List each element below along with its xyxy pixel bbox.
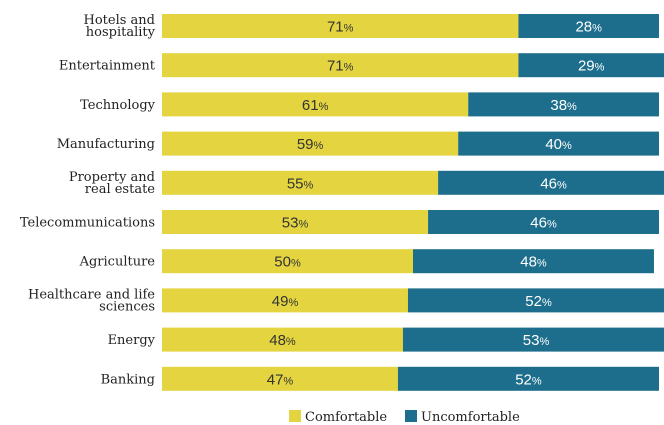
data-label-uncomfortable-hotels-and-hospitality: 28% [575,19,602,36]
category-label-agriculture: Agriculture [79,255,156,270]
data-label-comfortable-technology: 61% [302,97,329,114]
data-label-uncomfortable-entertainment: 29% [578,58,605,75]
category-labels-group: Hotels and hospitality Entertainment Techno… [20,13,156,387]
category-label-telecommunications: Telecommunications [20,216,155,231]
bar-comfortable-healthcare-and-life-sciences [162,288,408,313]
bar-comfortable-technology [162,92,469,117]
bar-uncomfortable-technology [468,92,659,117]
data-label-comfortable-energy: 48% [269,332,296,349]
bar-uncomfortable-agriculture [413,249,654,274]
category-label-banking: Banking [101,372,155,387]
data-label-uncomfortable-property-and-real-estate: 46% [540,175,567,192]
data-label-comfortable-banking: 47% [267,371,294,388]
bar-uncomfortable-banking [397,366,659,391]
data-label-uncomfortable-banking: 52% [515,371,542,388]
data-label-comfortable-telecommunications: 53% [282,215,309,232]
bar-uncomfortable-property-and-real-estate [438,170,664,195]
category-label-healthcare-and-life-sciences: Healthcare and life sciences [28,287,155,314]
legend-swatch-comfortable [289,410,301,422]
bars-group: 71% 28% 71% 29% 61% 38% 59% 40% 55% 46% 53% 46% 50% 4… [162,14,664,391]
data-label-comfortable-agriculture: 50% [274,254,301,271]
data-label-comfortable-entertainment: 71% [327,58,354,75]
bar-uncomfortable-energy [402,327,664,352]
legend: Comfortable Uncomfortable [289,410,520,425]
data-label-comfortable-hotels-and-hospitality: 71% [327,19,354,36]
bar-comfortable-telecommunications [162,210,429,234]
legend-swatch-uncomfortable [405,410,417,422]
data-label-uncomfortable-energy: 53% [523,332,550,349]
bar-uncomfortable-entertainment [518,53,664,78]
bar-comfortable-banking [162,366,398,391]
category-label-entertainment: Entertainment [59,59,156,74]
bar-comfortable-manufacturing [162,131,459,156]
bar-comfortable-property-and-real-estate [162,170,439,195]
data-label-uncomfortable-technology: 38% [550,97,577,114]
legend-label-uncomfortable: Uncomfortable [421,410,520,425]
data-label-comfortable-healthcare-and-life-sciences: 49% [272,293,299,310]
category-label-manufacturing: Manufacturing [57,137,155,152]
bar-comfortable-energy [162,327,403,352]
data-label-comfortable-property-and-real-estate: 55% [287,175,314,192]
category-label-energy: Energy [108,333,156,348]
category-label-hotels-and-hospitality: Hotels and hospitality [84,13,156,40]
data-label-uncomfortable-healthcare-and-life-sciences: 52% [525,293,552,310]
bar-comfortable-hotels-and-hospitality [162,14,519,38]
data-label-uncomfortable-manufacturing: 40% [545,136,572,153]
bar-uncomfortable-manufacturing [458,131,659,156]
legend-label-comfortable: Comfortable [305,410,387,425]
bar-uncomfortable-healthcare-and-life-sciences [407,288,664,313]
category-label-technology: Technology [80,98,156,113]
bar-uncomfortable-hotels-and-hospitality [518,14,659,38]
bar-comfortable-agriculture [162,249,413,274]
bar-comfortable-entertainment [162,53,519,78]
data-label-uncomfortable-telecommunications: 46% [530,215,557,232]
bar-uncomfortable-telecommunications [428,210,659,234]
data-label-uncomfortable-agriculture: 48% [520,254,547,271]
data-label-comfortable-manufacturing: 59% [297,136,324,153]
category-label-property-and-real-estate: Property and real estate [69,170,155,197]
